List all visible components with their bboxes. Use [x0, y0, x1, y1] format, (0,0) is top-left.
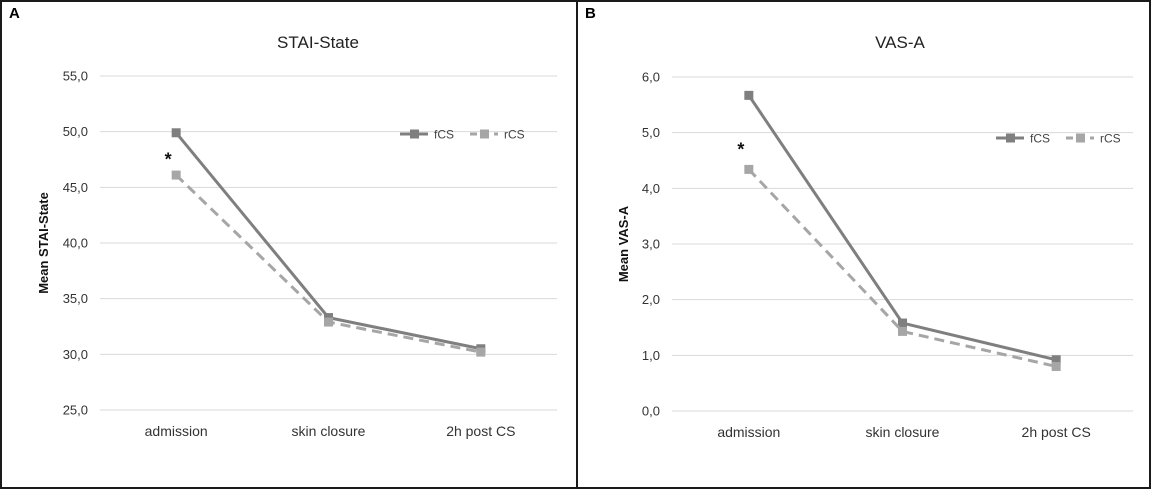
y-tick-label: 0,0 — [642, 404, 660, 419]
series-line-rCS — [747, 168, 1057, 368]
y-tick-label: 35,0 — [63, 291, 88, 306]
legend-label-fCS: fCS — [1030, 132, 1050, 146]
chart-title: STAI-State — [277, 33, 359, 52]
y-tick-label: 2,0 — [642, 292, 660, 307]
legend-swatch-marker-rCS — [1076, 133, 1085, 143]
y-tick-label: 50,0 — [63, 124, 88, 139]
y-axis-label: Mean STAI-State — [36, 192, 51, 294]
data-point-rCS — [744, 164, 754, 174]
y-tick-label: 4,0 — [642, 181, 660, 196]
data-point-fCS — [744, 90, 754, 100]
legend-label-fCS: fCS — [434, 128, 454, 142]
y-tick-label: 30,0 — [63, 347, 88, 362]
data-point-fCS — [1051, 355, 1061, 365]
chart-title: VAS-A — [875, 33, 925, 52]
x-tick-label: 2h post CS — [446, 423, 515, 439]
y-tick-label: 25,0 — [63, 403, 88, 418]
y-tick-label: 6,0 — [642, 70, 660, 85]
data-point-rCS — [171, 170, 181, 180]
legend-label-rCS: rCS — [1100, 132, 1121, 146]
y-tick-label: 45,0 — [63, 180, 88, 195]
data-point-rCS — [476, 347, 486, 357]
y-tick-label: 1,0 — [642, 348, 660, 363]
legend-swatch-marker-fCS — [1006, 133, 1015, 143]
x-tick-label: skin closure — [866, 424, 940, 440]
legend-swatch-marker-rCS — [480, 129, 489, 139]
significance-marker: * — [737, 139, 744, 159]
x-tick-label: 2h post CS — [1022, 424, 1091, 440]
panel-letter-b: B — [585, 5, 596, 22]
x-tick-label: admission — [717, 424, 780, 440]
significance-marker: * — [165, 150, 172, 170]
y-tick-label: 3,0 — [642, 237, 660, 252]
y-tick-label: 40,0 — [63, 236, 88, 251]
panel-b: B VAS-A 0,0 1,0 2,0 3,0 4,0 5,0 6,0 Mean VAS-A ad… — [576, 0, 1151, 489]
chart-stai-state: STAI-State 25,0 30,0 35,0 40,0 45,0 50,0 55,0 Me… — [36, 33, 557, 439]
panel-letter-a: A — [9, 5, 20, 22]
legend-swatch-marker-fCS — [410, 129, 419, 139]
data-point-rCS — [324, 317, 333, 327]
y-tick-label: 5,0 — [642, 125, 660, 140]
legend-label-rCS: rCS — [504, 128, 525, 142]
chart-vas-a: VAS-A 0,0 1,0 2,0 3,0 4,0 5,0 6,0 Mean VAS-A admi… — [616, 33, 1133, 440]
data-point-rCS — [898, 326, 907, 336]
y-axis-label: Mean VAS-A — [616, 205, 631, 282]
data-point-fCS — [171, 128, 181, 138]
data-point-fCS — [898, 318, 907, 328]
x-tick-label: admission — [145, 423, 208, 439]
x-tick-label: skin closure — [292, 423, 366, 439]
panel-a: A STAI-State 25,0 30,0 35,0 40,0 45,0 50,0 55,0… — [0, 0, 578, 489]
data-point-rCS — [1051, 361, 1061, 371]
y-tick-label: 55,0 — [63, 69, 88, 84]
